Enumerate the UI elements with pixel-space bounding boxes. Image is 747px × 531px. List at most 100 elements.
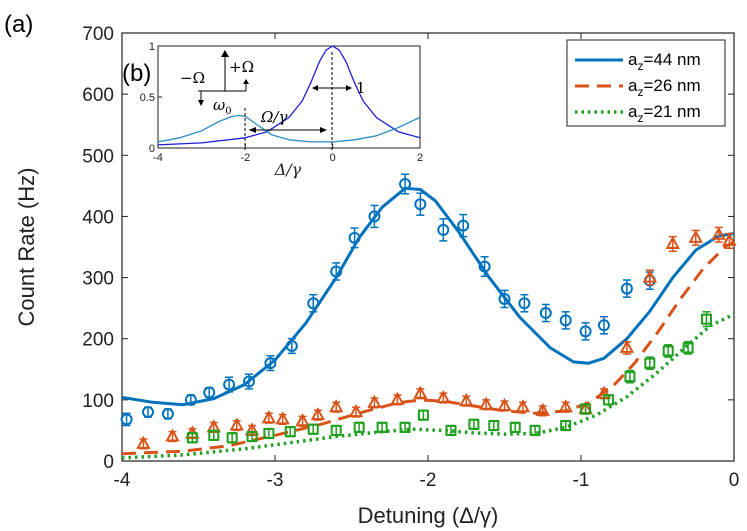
data-point-square bbox=[417, 409, 429, 421]
data-point-triangle bbox=[310, 407, 326, 421]
data-point-triangle bbox=[459, 393, 474, 407]
legend: az=44 nm az=26 nm az=21 nm bbox=[566, 39, 726, 127]
data-point-square bbox=[353, 421, 365, 434]
data-point-circle bbox=[399, 173, 412, 195]
data-point-triangle bbox=[497, 397, 512, 412]
data-point-square bbox=[284, 426, 296, 438]
x-axis-label: Detuning (Δ/γ) bbox=[358, 503, 499, 528]
data-point-triangle bbox=[329, 399, 344, 413]
x-tick-label: 0 bbox=[729, 470, 740, 491]
inset-curve-1 bbox=[157, 45, 421, 146]
data-point-triangle bbox=[295, 413, 310, 427]
data-point-circle bbox=[264, 355, 277, 372]
data-point-square bbox=[263, 427, 275, 440]
width-label: 1 bbox=[356, 79, 366, 97]
plus-omega-arrowhead bbox=[221, 50, 229, 57]
data-point-circle bbox=[120, 412, 133, 427]
fit-curve-3 bbox=[121, 312, 735, 460]
data-point-triangle bbox=[413, 385, 428, 400]
data-point-square bbox=[307, 423, 319, 435]
y-tick-label: 700 bbox=[82, 24, 114, 45]
plus-omega-label: +Ω bbox=[229, 58, 254, 76]
data-point-triangle bbox=[642, 269, 658, 286]
data-point-circle bbox=[620, 279, 633, 298]
data-point-square bbox=[330, 424, 342, 437]
data-point-triangle bbox=[478, 396, 494, 411]
x-tick-label: -1 bbox=[573, 470, 590, 491]
y-tick-label: 200 bbox=[82, 330, 114, 351]
data-point-triangle bbox=[711, 226, 726, 243]
data-point-circle bbox=[478, 256, 491, 278]
data-point-square bbox=[624, 369, 636, 384]
inset-x-tick-label: -2 bbox=[240, 152, 250, 164]
data-point-triangle bbox=[535, 402, 550, 417]
data-point-square bbox=[246, 430, 258, 443]
data-point-square bbox=[662, 344, 674, 358]
data-point-circle bbox=[368, 204, 381, 229]
fit-curve-2 bbox=[121, 240, 735, 456]
inset-y-tick-label: 0 bbox=[149, 143, 155, 155]
data-point-square bbox=[682, 341, 694, 355]
data-point-square bbox=[488, 419, 500, 432]
data-point-square bbox=[529, 424, 541, 437]
energy-level-diagram: −Ω +Ω ω0 bbox=[180, 50, 254, 117]
data-point-square bbox=[399, 421, 411, 434]
inset-x-tick-label: 2 bbox=[417, 152, 423, 164]
inset-y-tick-label: 0.5 bbox=[140, 92, 155, 104]
y-tick-label: 0 bbox=[103, 452, 114, 473]
y-tick-label: 100 bbox=[82, 391, 114, 412]
data-point-circle bbox=[223, 376, 236, 393]
omega0-label: ω0 bbox=[213, 96, 232, 117]
data-point-triangle bbox=[619, 339, 635, 355]
data-point-square bbox=[376, 421, 388, 434]
data-point-square bbox=[700, 311, 712, 328]
y-axis-label: Count Rate (Hz) bbox=[14, 168, 39, 327]
x-tick-label: -2 bbox=[420, 470, 437, 491]
y-tick-label: 500 bbox=[82, 146, 114, 167]
inset-x-axis-label: Δ/γ bbox=[274, 160, 302, 179]
data-point-triangle bbox=[665, 235, 680, 253]
panel-label-b: (b) bbox=[122, 60, 151, 87]
data-point-triangle bbox=[558, 399, 573, 413]
data-point-triangle bbox=[436, 389, 451, 404]
data-point-triangle bbox=[515, 399, 531, 413]
panel-label-a: (a) bbox=[4, 11, 33, 38]
data-point-triangle bbox=[275, 411, 290, 426]
x-tick-label: -4 bbox=[114, 470, 131, 491]
data-point-square bbox=[226, 432, 238, 444]
data-point-circle bbox=[348, 227, 361, 249]
data-point-square bbox=[208, 429, 220, 441]
data-point-triangle bbox=[390, 391, 405, 406]
data-point-circle bbox=[161, 407, 174, 420]
y-tick-label: 300 bbox=[82, 269, 114, 290]
minus-omega-label: −Ω bbox=[180, 69, 205, 87]
legend-entry-21nm: az=21 nm bbox=[628, 102, 701, 125]
data-point-square bbox=[509, 421, 521, 434]
data-point-square bbox=[644, 356, 656, 371]
data-point-circle bbox=[559, 311, 572, 330]
data-point-circle bbox=[285, 337, 298, 355]
data-point-circle bbox=[579, 322, 592, 341]
data-point-square bbox=[560, 419, 572, 432]
legend-entry-44nm: az=44 nm bbox=[628, 50, 701, 73]
inset-x-tick-label: -4 bbox=[153, 152, 163, 164]
data-point-triangle bbox=[261, 410, 277, 424]
data-point-triangle bbox=[688, 229, 703, 246]
data-point-triangle bbox=[136, 435, 151, 450]
splitting-annotation: Ω/γ 1 bbox=[244, 52, 366, 150]
data-point-circle bbox=[203, 386, 216, 399]
fit-curve-1 bbox=[121, 186, 735, 407]
data-point-circle bbox=[307, 293, 320, 313]
data-point-square bbox=[580, 403, 592, 415]
data-point-triangle bbox=[722, 232, 737, 249]
data-point-square bbox=[186, 432, 198, 444]
legend-entry-26nm: az=26 nm bbox=[628, 76, 701, 99]
data-point-triangle bbox=[367, 394, 382, 409]
data-point-circle bbox=[539, 303, 552, 323]
data-point-square bbox=[445, 424, 457, 437]
inset-y-tick-label: 1 bbox=[149, 41, 155, 53]
data-point-circle bbox=[142, 406, 155, 419]
